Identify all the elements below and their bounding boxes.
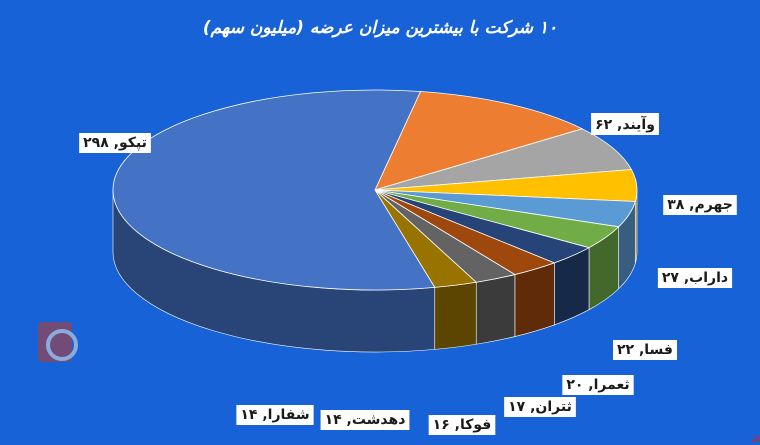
label-box xyxy=(236,405,314,425)
label-box xyxy=(428,415,496,435)
data-label: ثتران, ۱۷ xyxy=(504,397,576,417)
data-label-text: ثتران, ۱۷ xyxy=(508,399,572,415)
data-label: فوکا, ۱۶ xyxy=(428,415,496,435)
label-box xyxy=(613,340,677,360)
data-label: دهدشت, ۱۴ xyxy=(320,410,410,430)
label-box xyxy=(663,195,737,215)
logo xyxy=(38,322,78,362)
label-box xyxy=(504,397,576,417)
data-label-text: داراب, ۲۷ xyxy=(662,270,728,286)
label-box xyxy=(657,268,733,288)
label-box xyxy=(562,375,634,395)
data-label: جهرم, ۳۸ xyxy=(663,195,737,215)
data-label: وآیند, ۶۲ xyxy=(591,113,659,135)
data-labels: وآیند, ۶۲ جهرم, ۳۸ داراب, ۲۷ فسا, ۲۲ ثعمرا, … xyxy=(79,113,737,435)
data-label: داراب, ۲۷ xyxy=(657,268,733,288)
data-label-text: فسا, ۲۲ xyxy=(617,342,673,358)
data-label-text: شفارا, ۱۴ xyxy=(240,407,309,423)
data-label-text: ثعمرا, ۲۰ xyxy=(566,377,629,393)
chart-title: ۱۰ شرکت با بیشترین میزان عرضه (میلیون سه… xyxy=(203,18,557,38)
data-label-text: تپکو, ۲۹۸ xyxy=(83,135,147,151)
data-label-text: فوکا, ۱۶ xyxy=(433,417,492,433)
label-box xyxy=(79,133,151,153)
slice-side xyxy=(514,262,555,337)
data-label-text: جهرم, ۳۸ xyxy=(667,197,733,213)
data-label: فسا, ۲۲ xyxy=(613,340,677,360)
label-box xyxy=(320,410,410,430)
pie-tops xyxy=(112,89,638,291)
data-label: تپکو, ۲۹۸ xyxy=(79,133,151,153)
slice xyxy=(374,91,584,191)
data-label-text: وآیند, ۶۲ xyxy=(595,115,655,133)
data-label: شفارا, ۱۴ xyxy=(236,405,314,425)
data-label-text: دهدشت, ۱۴ xyxy=(325,412,406,428)
watermark: بورس نیوز xyxy=(751,431,760,442)
slice-side xyxy=(434,281,477,350)
slice xyxy=(374,128,633,191)
pie-sides xyxy=(112,189,638,353)
label-box xyxy=(591,113,659,135)
pie: وآیند, ۶۲ جهرم, ۳۸ داراب, ۲۷ فسا, ۲۲ ثعمرا, … xyxy=(79,89,737,435)
slice xyxy=(112,89,436,291)
slice-side xyxy=(475,274,516,345)
data-label: ثعمرا, ۲۰ xyxy=(562,375,634,395)
